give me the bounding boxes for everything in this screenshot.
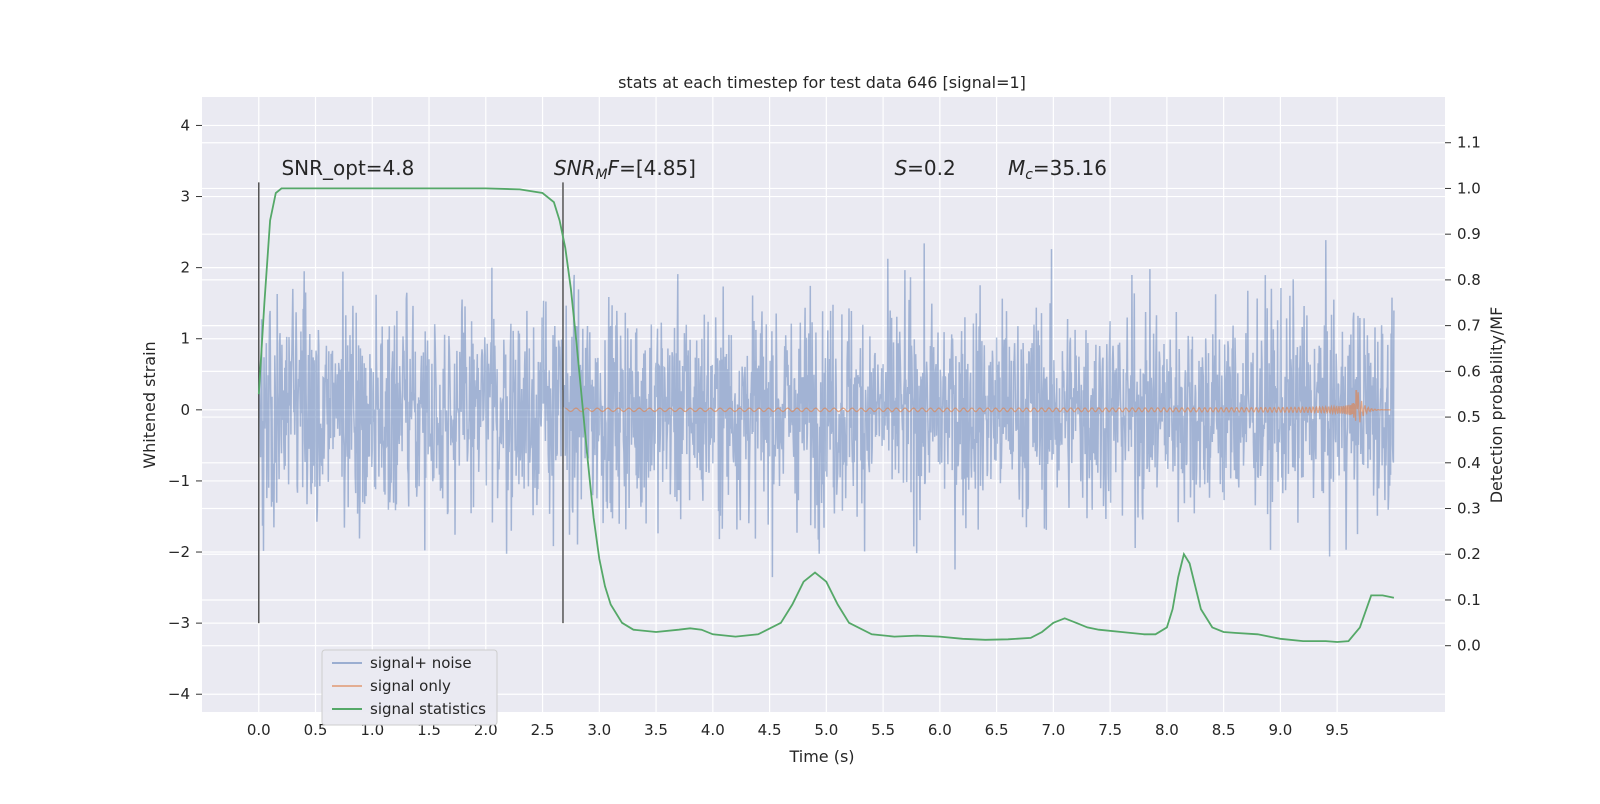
y2-tick-label: 0.1	[1457, 591, 1481, 609]
y-tick-label: −1	[168, 472, 190, 490]
plot-area	[202, 97, 1445, 712]
y-tick-label: 3	[180, 188, 190, 206]
x-tick-label: 6.5	[985, 721, 1009, 739]
x-tick-label: 4.5	[758, 721, 782, 739]
y2-tick-label: 0.5	[1457, 408, 1481, 426]
y-tick-label: 0	[180, 401, 190, 419]
y-tick-label: −2	[168, 543, 190, 561]
annotation: SNRMF=[4.85]	[554, 156, 696, 183]
y2-axis-label: Detection probability/MF	[1487, 307, 1506, 504]
y2-tick-label: 0.0	[1457, 637, 1481, 655]
signal-only-series	[565, 389, 1391, 423]
y2-tick-label: 0.6	[1457, 362, 1481, 380]
y2-tick-label: 0.9	[1457, 225, 1481, 243]
y-tick-label: −3	[168, 614, 190, 632]
x-tick-label: 8.5	[1212, 721, 1236, 739]
signal-statistics-series	[257, 187, 1395, 643]
chart-title: stats at each timestep for test data 646…	[618, 73, 1026, 92]
y2-tick-label: 0.7	[1457, 317, 1481, 335]
annotations: SNR_opt=4.8 SNRMF=[4.85] S=0.2 Mc=35.16	[281, 156, 1106, 183]
annotation: S=0.2	[894, 156, 955, 180]
legend-label-signal-noise: signal+ noise	[370, 654, 472, 672]
x-tick-label: 8.0	[1155, 721, 1179, 739]
x-tick-label: 9.5	[1325, 721, 1349, 739]
grid-lines	[202, 97, 1445, 712]
x-axis-label: Time (s)	[788, 747, 854, 766]
annotation: Mc=35.16	[1008, 156, 1107, 183]
x-tick-label: 0.5	[304, 721, 328, 739]
y-tick-label: 4	[180, 116, 190, 134]
y2-tick-label: 1.0	[1457, 179, 1481, 197]
x-tick-label: 7.0	[1041, 721, 1065, 739]
signal-noise-line	[258, 240, 1395, 578]
y2-tick-label: 0.4	[1457, 454, 1481, 472]
x-tick-label: 5.0	[814, 721, 838, 739]
vertical-markers	[258, 182, 564, 624]
x-tick-label: 6.0	[928, 721, 952, 739]
signal-only-line	[565, 389, 1391, 423]
legend-box	[321, 649, 498, 726]
x-tick-label: 9.0	[1268, 721, 1292, 739]
x-tick-label: 4.0	[701, 721, 725, 739]
legend-label-signal-only: signal only	[370, 677, 451, 695]
legend: signal+ noise signal only signal statist…	[321, 649, 498, 726]
tick-labels: 0.0 0.5 1.0 1.5 2.0 2.5 3.0 3.5 4.0 4.5 5.0 5.5 6.0 6…	[168, 116, 1481, 739]
annotation: SNR_opt=4.8	[281, 156, 414, 180]
y2-tick-label: 0.3	[1457, 500, 1481, 518]
y2-tick-label: 0.8	[1457, 271, 1481, 289]
x-tick-label: 7.5	[1098, 721, 1122, 739]
y-tick-label: 2	[180, 259, 190, 277]
x-tick-label: 0.0	[247, 721, 271, 739]
x-tick-label: 3.0	[587, 721, 611, 739]
y-axis-label: Whitened strain	[140, 341, 159, 468]
y-tick-label: 1	[180, 330, 190, 348]
legend-label-signal-statistics: signal statistics	[370, 700, 486, 718]
y2-tick-label: 0.2	[1457, 545, 1481, 563]
x-tick-label: 3.5	[644, 721, 668, 739]
signal-statistics-line	[257, 187, 1395, 643]
y-tick-label: −4	[168, 685, 190, 703]
x-tick-label: 2.5	[531, 721, 555, 739]
x-tick-label: 5.5	[871, 721, 895, 739]
y2-tick-label: 1.1	[1457, 134, 1481, 152]
signal-noise-series	[258, 240, 1395, 578]
